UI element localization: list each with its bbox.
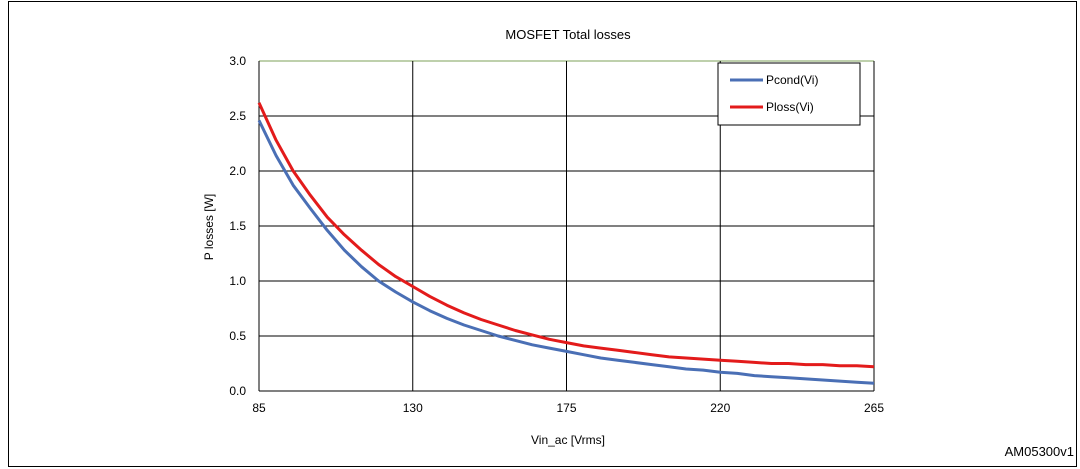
y-tick-label: 3.0 xyxy=(229,54,246,68)
y-axis-label: P losses [W] xyxy=(202,194,216,260)
x-axis-label: Vin_ac [Vrms] xyxy=(531,433,605,447)
legend: Pcond(Vi) Ploss(Vi) xyxy=(717,62,861,126)
y-tick-label: 2.0 xyxy=(229,164,246,178)
x-tick-label: 175 xyxy=(556,401,576,415)
series-line-pcond xyxy=(257,119,875,385)
legend-box xyxy=(717,62,861,126)
chart-frame xyxy=(8,1,1077,467)
grid xyxy=(258,60,875,392)
legend-label-ploss: Ploss(Vi) xyxy=(766,100,814,114)
x-tick-label: 130 xyxy=(403,401,423,415)
y-tick-label: 1.5 xyxy=(229,219,246,233)
y-tick-label: 2.5 xyxy=(229,109,246,123)
series-line-ploss xyxy=(257,102,875,369)
y-tick-label: 0.5 xyxy=(229,329,246,343)
series-lines xyxy=(257,102,875,385)
chart-title: MOSFET Total losses xyxy=(505,27,631,42)
x-tick-label: 85 xyxy=(252,401,266,415)
y-tick-label: 1.0 xyxy=(229,274,246,288)
legend-label-pcond: Pcond(Vi) xyxy=(766,73,818,87)
x-tick-label: 220 xyxy=(710,401,730,415)
y-tick-labels: 0.0 0.5 1.0 1.5 2.0 2.5 3.0 xyxy=(229,54,246,398)
figure-id: AM05300v1 xyxy=(1004,444,1074,459)
x-tick-label: 265 xyxy=(864,401,884,415)
y-tick-label: 0.0 xyxy=(229,384,246,398)
x-tick-labels: 85 130 175 220 265 xyxy=(252,401,884,415)
